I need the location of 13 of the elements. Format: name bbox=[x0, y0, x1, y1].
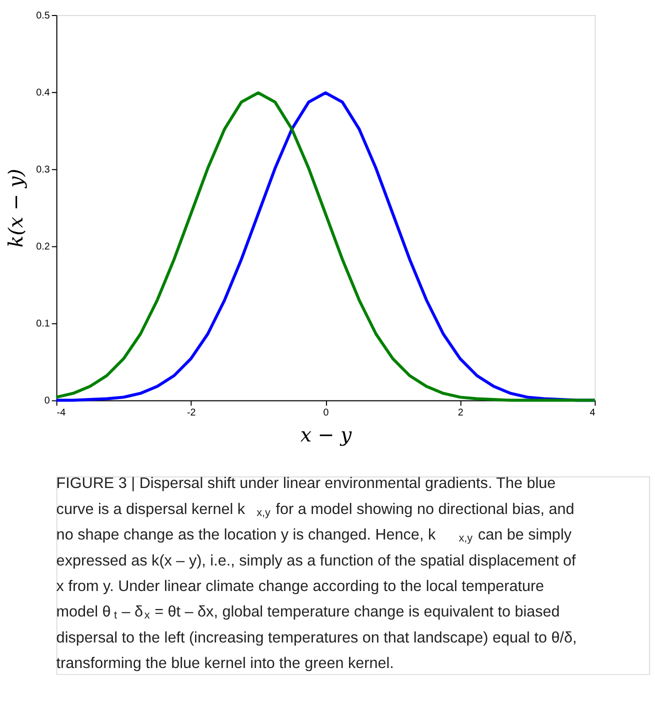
x-tick-label: 4 bbox=[590, 408, 596, 419]
y-tick-label: 0.4 bbox=[36, 88, 50, 99]
y-tick-label: 0.5 bbox=[36, 10, 50, 22]
x-axis-title: x − y bbox=[300, 423, 353, 446]
x-tick-label: -2 bbox=[187, 408, 196, 419]
y-axis-title: k(x − y) bbox=[4, 168, 28, 248]
x-tick-label: -4 bbox=[56, 408, 66, 419]
y-tick-label: 0.2 bbox=[36, 242, 50, 253]
y-tick-label: 0.3 bbox=[36, 164, 50, 176]
x-tick-label: 2 bbox=[458, 408, 464, 419]
x-tick-label: 0 bbox=[323, 408, 330, 419]
y-tick-label: 0 bbox=[44, 396, 50, 407]
y-tick-label: 0.1 bbox=[36, 318, 50, 330]
